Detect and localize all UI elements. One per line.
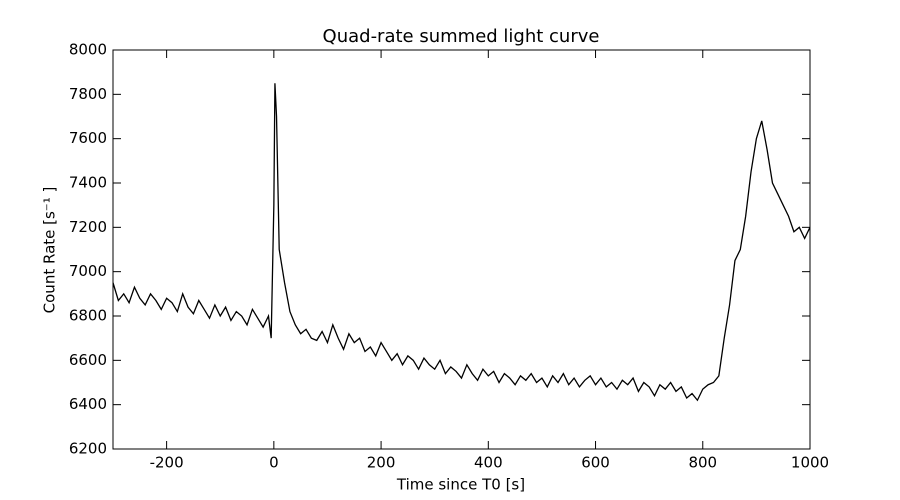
y-tick-label: 7600 [69,129,107,147]
x-tick-label: 0 [269,454,279,472]
x-tick-label: 400 [474,454,503,472]
x-tick-label: -200 [150,454,184,472]
chart-title: Quad-rate summed light curve [323,26,600,47]
y-tick-label: 6400 [69,395,107,413]
y-tick-label: 7000 [69,262,107,280]
x-tick-label: 800 [688,454,717,472]
line [112,83,811,402]
x-tick-label: 600 [581,454,610,472]
y-axis-label: Count Rate [s⁻¹ ] [41,187,59,314]
y-tick-label: 6600 [69,351,107,369]
y-tick-label: 6200 [69,440,107,458]
x-axis-label: Time since T0 [s] [396,476,525,494]
y-tick-label: 7400 [69,174,107,192]
y-tick-label: 6800 [69,307,107,325]
y-tick-label: 7200 [69,218,107,236]
x-tick-label: 1000 [791,454,829,472]
y-tick-label: 8000 [69,41,107,59]
y-tick-label: 7800 [69,85,107,103]
x-tick-label: 200 [367,454,396,472]
plot-frame [112,49,811,450]
